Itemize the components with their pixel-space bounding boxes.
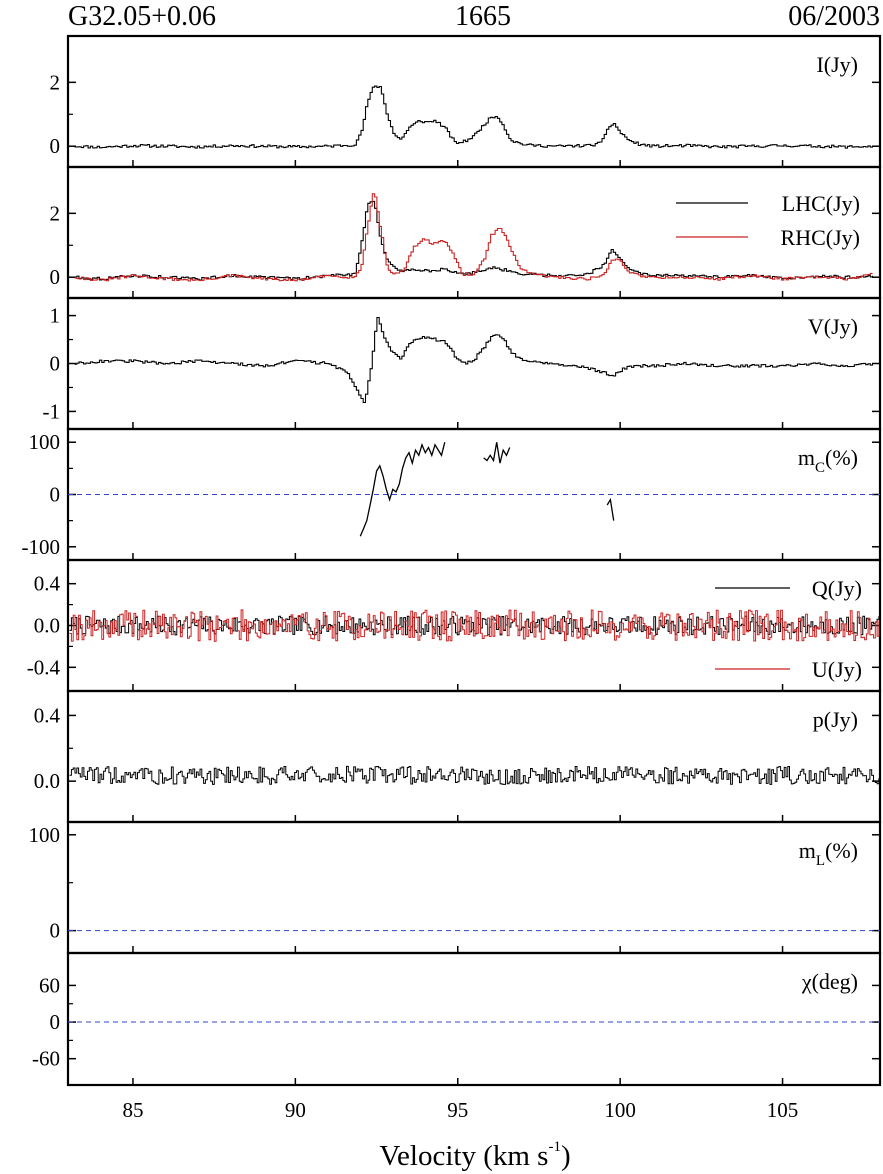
- panels: 0 2 I(Jy) 0 2 LHC(Jy) RHC(Jy) 1 0 -1 V(Jy) 100 0 -100…: [22, 34, 882, 1087]
- y-tick-label: 2: [50, 70, 61, 94]
- y-tick-label: 0.0: [34, 769, 60, 793]
- legend-label: U(Jy): [812, 657, 862, 682]
- legend-label: LHC(Jy): [782, 191, 860, 216]
- y-tick-label: 60: [39, 973, 60, 997]
- panel-I: 0 2 I(Jy): [50, 34, 882, 169]
- legend-label: Q(Jy): [812, 576, 862, 601]
- series-line-V: [74, 316, 874, 404]
- frequency-label: 1665: [455, 1, 511, 32]
- y-tick-label: 0: [50, 1010, 61, 1034]
- y-tick-label: 0.4: [34, 703, 61, 727]
- panel-frame: [66, 951, 882, 1087]
- panel-frame: [66, 689, 882, 824]
- series-line-mC: [359, 442, 446, 537]
- panel-mC: 100 0 -100 mC(%): [22, 427, 882, 562]
- x-tick-label: 100: [604, 1098, 636, 1122]
- panel-label: mL(%): [799, 838, 858, 869]
- panel-LR: 0 2 LHC(Jy) RHC(Jy): [50, 165, 882, 300]
- y-tick-label: 1: [50, 304, 61, 328]
- panel-label: χ(deg): [801, 969, 858, 994]
- legend-label: RHC(Jy): [781, 225, 860, 250]
- panel-label: mC(%): [798, 445, 858, 476]
- series-line-p: [69, 765, 880, 785]
- y-tick-label: 0: [50, 134, 61, 158]
- panel-label: I(Jy): [816, 52, 858, 77]
- y-tick-label: 2: [50, 201, 61, 225]
- x-tick-label: 90: [285, 1098, 306, 1122]
- series-line-mC: [483, 442, 511, 464]
- y-tick-label: 0: [50, 265, 61, 289]
- panel-p: 0.4 0.0 p(Jy): [34, 689, 882, 824]
- series-line-mC: [606, 497, 615, 521]
- y-tick-label: 0.4: [34, 572, 61, 596]
- series-line-LR: [74, 193, 873, 282]
- x-axis: 85 90 95 100 105: [122, 1098, 798, 1122]
- panel-V: 1 0 -1 V(Jy): [43, 296, 882, 431]
- x-axis-title: Velocity (km s-1): [379, 1139, 570, 1172]
- y-tick-label: 0: [50, 483, 61, 507]
- series-line-QU: [69, 609, 880, 642]
- y-tick-label: 0: [50, 352, 61, 376]
- series-line-I: [74, 85, 874, 149]
- series-line-LR: [74, 200, 874, 281]
- y-tick-label: -1: [43, 399, 61, 423]
- y-tick-label: -100: [22, 535, 61, 559]
- y-tick-label: 100: [29, 823, 61, 847]
- panel-mL: 100 0 mL(%): [29, 820, 882, 955]
- x-tick-label: 85: [122, 1098, 143, 1122]
- panel-chi: 60 0 -60 χ(deg): [32, 951, 882, 1087]
- y-tick-label: 0.0: [34, 614, 60, 638]
- y-tick-label: -60: [32, 1047, 60, 1071]
- panel-QU: 0.4 0.0 -0.4 Q(Jy) U(Jy): [27, 558, 882, 693]
- panel-frame: [66, 820, 882, 955]
- x-tick-label: 95: [447, 1098, 468, 1122]
- panel-label: V(Jy): [808, 314, 858, 339]
- y-tick-label: -0.4: [27, 655, 61, 679]
- x-tick-label: 105: [767, 1098, 799, 1122]
- epoch-label: 06/2003: [788, 1, 880, 32]
- panel-label: p(Jy): [813, 707, 858, 732]
- source-name: G32.05+0.06: [68, 1, 216, 32]
- y-tick-label: 0: [50, 919, 61, 943]
- panel-frame: [66, 296, 882, 431]
- y-tick-label: 100: [29, 430, 61, 454]
